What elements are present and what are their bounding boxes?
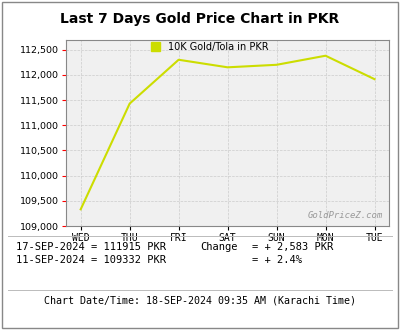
Text: = + 2.4%: = + 2.4% [252, 255, 302, 265]
Text: GoldPriceZ.com: GoldPriceZ.com [308, 212, 383, 220]
Text: Chart Date/Time: 18-SEP-2024 09:35 AM (Karachi Time): Chart Date/Time: 18-SEP-2024 09:35 AM (K… [44, 295, 356, 305]
Text: 11-SEP-2024 = 109332 PKR: 11-SEP-2024 = 109332 PKR [16, 255, 166, 265]
Text: 17-SEP-2024 = 111915 PKR: 17-SEP-2024 = 111915 PKR [16, 242, 166, 251]
Text: Change: Change [200, 242, 238, 251]
Text: Last 7 Days Gold Price Chart in PKR: Last 7 Days Gold Price Chart in PKR [60, 12, 340, 25]
Legend: 10K Gold/Tola in PKR: 10K Gold/Tola in PKR [147, 38, 273, 55]
Text: = + 2,583 PKR: = + 2,583 PKR [252, 242, 333, 251]
